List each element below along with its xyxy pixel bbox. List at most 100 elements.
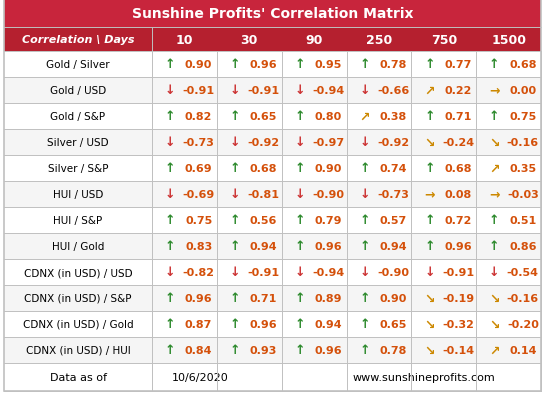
Text: 0.90: 0.90 bbox=[314, 164, 342, 174]
Text: ↑: ↑ bbox=[424, 240, 435, 253]
Text: ↑: ↑ bbox=[359, 214, 370, 227]
Text: Gold / Silver: Gold / Silver bbox=[46, 60, 110, 70]
Text: ↑: ↑ bbox=[359, 344, 370, 356]
Text: 0.71: 0.71 bbox=[444, 112, 472, 122]
Text: Correlation \ Days: Correlation \ Days bbox=[22, 35, 134, 45]
Text: 0.08: 0.08 bbox=[444, 190, 471, 200]
Text: ↑: ↑ bbox=[230, 292, 240, 305]
Text: ↘: ↘ bbox=[489, 136, 500, 149]
Text: 0.79: 0.79 bbox=[314, 215, 342, 225]
Text: -0.90: -0.90 bbox=[312, 190, 344, 200]
Text: ↘: ↘ bbox=[489, 292, 500, 305]
Text: ↑: ↑ bbox=[489, 214, 500, 227]
Text: →: → bbox=[424, 188, 435, 201]
Text: 0.71: 0.71 bbox=[250, 293, 277, 303]
Text: ↓: ↓ bbox=[165, 84, 175, 97]
Text: -0.92: -0.92 bbox=[247, 138, 280, 148]
Text: ↓: ↓ bbox=[230, 266, 240, 279]
Text: ↑: ↑ bbox=[294, 240, 305, 253]
Text: ↗: ↗ bbox=[489, 344, 500, 356]
Text: -0.66: -0.66 bbox=[377, 86, 409, 96]
Text: 0.72: 0.72 bbox=[444, 215, 472, 225]
Text: 0.78: 0.78 bbox=[379, 345, 407, 355]
Text: 0.75: 0.75 bbox=[185, 215, 213, 225]
Text: 0.86: 0.86 bbox=[509, 241, 537, 251]
Text: 0.14: 0.14 bbox=[509, 345, 537, 355]
Text: 0.96: 0.96 bbox=[314, 241, 342, 251]
Text: 0.80: 0.80 bbox=[314, 112, 342, 122]
Bar bbox=[4, 285, 541, 311]
Text: →: → bbox=[489, 84, 500, 97]
Text: 0.87: 0.87 bbox=[185, 319, 213, 329]
Text: ↘: ↘ bbox=[424, 292, 435, 305]
Text: →: → bbox=[489, 188, 500, 201]
Text: Data as of: Data as of bbox=[50, 372, 106, 382]
Text: ↑: ↑ bbox=[359, 59, 370, 71]
Text: ↑: ↑ bbox=[165, 318, 175, 331]
Text: 0.00: 0.00 bbox=[509, 86, 536, 96]
Text: -0.20: -0.20 bbox=[507, 319, 539, 329]
Text: 0.94: 0.94 bbox=[379, 241, 407, 251]
Bar bbox=[4, 207, 541, 233]
Text: ↓: ↓ bbox=[359, 84, 370, 97]
Text: ↑: ↑ bbox=[165, 344, 175, 356]
Text: -0.73: -0.73 bbox=[377, 190, 409, 200]
Text: -0.16: -0.16 bbox=[507, 293, 539, 303]
Text: ↑: ↑ bbox=[230, 318, 240, 331]
Text: ↘: ↘ bbox=[424, 318, 435, 331]
Text: 0.96: 0.96 bbox=[250, 60, 277, 70]
Bar bbox=[4, 337, 541, 363]
Text: ↘: ↘ bbox=[424, 136, 435, 149]
Bar bbox=[4, 104, 541, 130]
Text: -0.73: -0.73 bbox=[183, 138, 215, 148]
Bar bbox=[4, 0, 541, 28]
Text: 0.96: 0.96 bbox=[185, 293, 213, 303]
Text: ↓: ↓ bbox=[230, 188, 240, 201]
Text: ↗: ↗ bbox=[489, 162, 500, 175]
Text: ↑: ↑ bbox=[230, 162, 240, 175]
Text: -0.94: -0.94 bbox=[312, 86, 344, 96]
Text: 1500: 1500 bbox=[491, 33, 526, 47]
Text: -0.91: -0.91 bbox=[442, 267, 474, 277]
Text: -0.54: -0.54 bbox=[507, 267, 539, 277]
Text: HUI / S&P: HUI / S&P bbox=[53, 215, 102, 225]
Text: ↑: ↑ bbox=[294, 162, 305, 175]
Text: HUI / Gold: HUI / Gold bbox=[52, 241, 104, 251]
Text: ↗: ↗ bbox=[424, 84, 435, 97]
Text: ↘: ↘ bbox=[424, 344, 435, 356]
Text: 0.75: 0.75 bbox=[509, 112, 536, 122]
Bar bbox=[4, 233, 541, 259]
Text: CDNX (in USD) / HUI: CDNX (in USD) / HUI bbox=[26, 345, 130, 355]
Text: -0.91: -0.91 bbox=[247, 267, 280, 277]
Text: 0.84: 0.84 bbox=[185, 345, 213, 355]
Text: 0.74: 0.74 bbox=[379, 164, 407, 174]
Text: Gold / S&P: Gold / S&P bbox=[51, 112, 106, 122]
Text: ↑: ↑ bbox=[294, 214, 305, 227]
Bar bbox=[4, 78, 541, 104]
Text: 0.89: 0.89 bbox=[314, 293, 342, 303]
Text: 0.90: 0.90 bbox=[379, 293, 407, 303]
Bar bbox=[4, 130, 541, 156]
Text: ↑: ↑ bbox=[489, 59, 500, 71]
Text: ↑: ↑ bbox=[489, 240, 500, 253]
Text: -0.24: -0.24 bbox=[442, 138, 474, 148]
Text: -0.69: -0.69 bbox=[183, 190, 215, 200]
Text: ↓: ↓ bbox=[294, 84, 305, 97]
Text: ↑: ↑ bbox=[230, 110, 240, 123]
Text: ↓: ↓ bbox=[230, 84, 240, 97]
Text: CDNX (in USD) / USD: CDNX (in USD) / USD bbox=[23, 267, 132, 277]
Text: ↑: ↑ bbox=[230, 344, 240, 356]
Text: -0.16: -0.16 bbox=[507, 138, 539, 148]
Text: ↑: ↑ bbox=[165, 214, 175, 227]
Text: 0.95: 0.95 bbox=[314, 60, 342, 70]
Text: -0.32: -0.32 bbox=[442, 319, 474, 329]
Text: 0.65: 0.65 bbox=[379, 319, 407, 329]
Text: -0.94: -0.94 bbox=[312, 267, 344, 277]
Text: 30: 30 bbox=[240, 33, 258, 47]
Text: ↓: ↓ bbox=[294, 188, 305, 201]
Bar bbox=[4, 182, 541, 207]
Text: 0.57: 0.57 bbox=[379, 215, 407, 225]
Bar bbox=[4, 28, 541, 52]
Text: 0.90: 0.90 bbox=[185, 60, 213, 70]
Text: 0.51: 0.51 bbox=[509, 215, 536, 225]
